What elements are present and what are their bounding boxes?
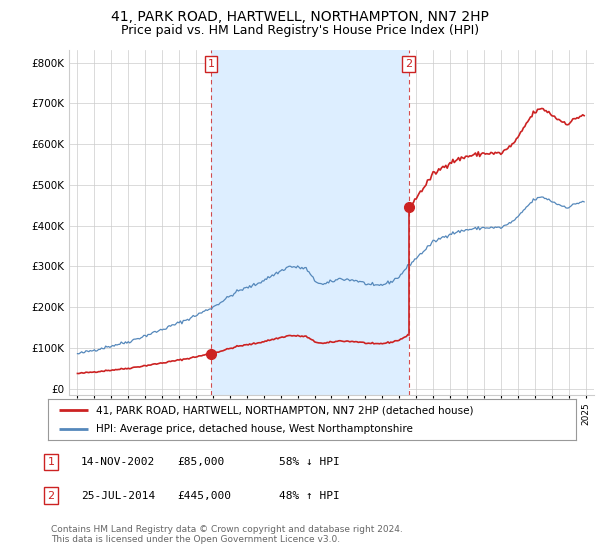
Text: £445,000: £445,000 <box>177 491 231 501</box>
Text: Price paid vs. HM Land Registry's House Price Index (HPI): Price paid vs. HM Land Registry's House … <box>121 24 479 36</box>
Text: HPI: Average price, detached house, West Northamptonshire: HPI: Average price, detached house, West… <box>95 424 412 433</box>
Bar <box>211 50 409 395</box>
Text: 2: 2 <box>405 59 412 69</box>
Text: 1: 1 <box>208 59 214 69</box>
Text: 2: 2 <box>47 491 55 501</box>
Text: 41, PARK ROAD, HARTWELL, NORTHAMPTON, NN7 2HP: 41, PARK ROAD, HARTWELL, NORTHAMPTON, NN… <box>111 10 489 24</box>
Text: 48% ↑ HPI: 48% ↑ HPI <box>279 491 340 501</box>
Text: 25-JUL-2014: 25-JUL-2014 <box>81 491 155 501</box>
Text: 41, PARK ROAD, HARTWELL, NORTHAMPTON, NN7 2HP (detached house): 41, PARK ROAD, HARTWELL, NORTHAMPTON, NN… <box>95 405 473 415</box>
Text: 1: 1 <box>47 457 55 467</box>
Text: £85,000: £85,000 <box>177 457 224 467</box>
Text: Contains HM Land Registry data © Crown copyright and database right 2024.
This d: Contains HM Land Registry data © Crown c… <box>51 525 403 544</box>
Text: 58% ↓ HPI: 58% ↓ HPI <box>279 457 340 467</box>
Text: 14-NOV-2002: 14-NOV-2002 <box>81 457 155 467</box>
